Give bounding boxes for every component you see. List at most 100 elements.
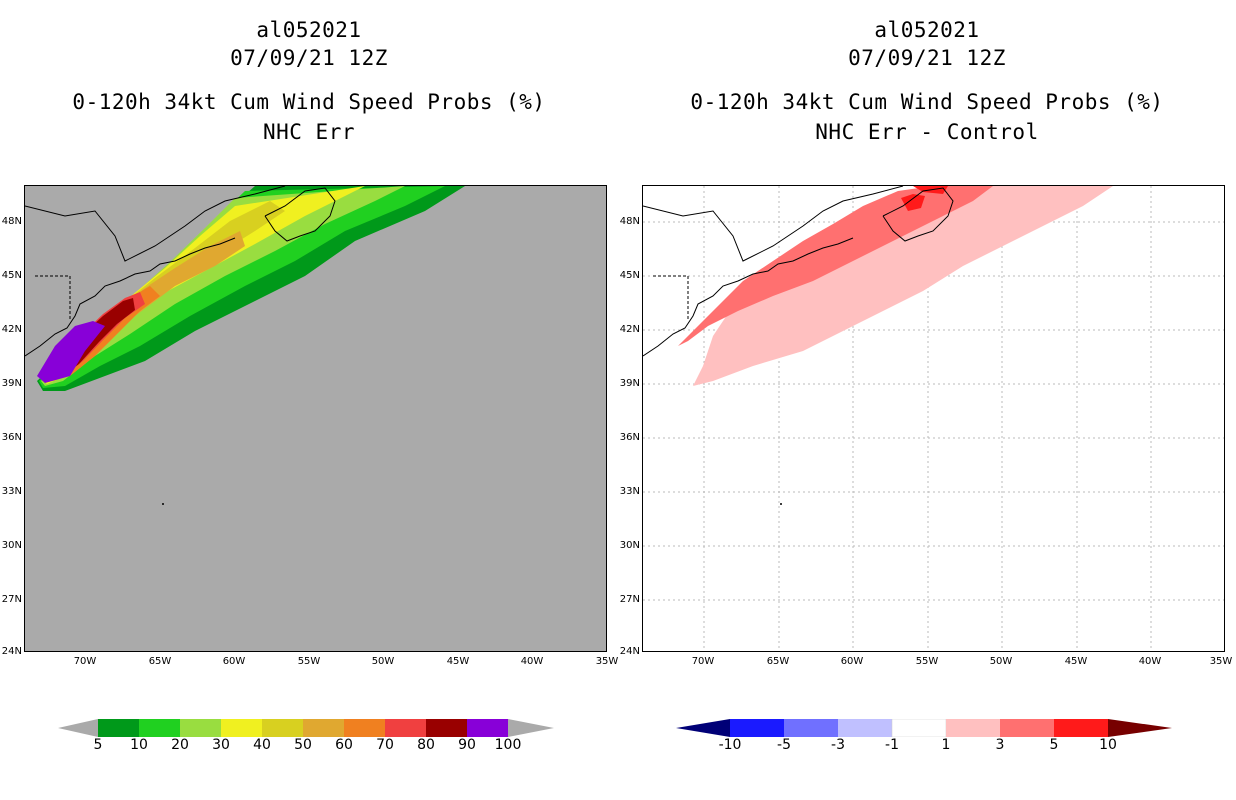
left-colorbar-swatch [385, 719, 426, 737]
right-colorbar-swatch [946, 719, 1000, 737]
left-lat-label: 36N [1, 432, 22, 443]
left-lat-label: 42N [1, 324, 22, 335]
right-colorbar-swatch [891, 719, 947, 737]
island-dot [780, 503, 782, 505]
right-lat-label: 30N [619, 540, 640, 551]
right-colorbar-label: -3 [831, 737, 845, 753]
left-lat-label: 39N [1, 378, 22, 389]
right-colorbar-swatch [838, 719, 892, 737]
right-lat-label: 39N [619, 378, 640, 389]
prob-band-100 [37, 321, 105, 383]
right-colorbar-label: 1 [941, 737, 951, 753]
right-colorbar [676, 719, 1172, 737]
right-product-title: 0-120h 34kt Cum Wind Speed Probs (%) [690, 90, 1164, 114]
left-colorbar-swatch [426, 719, 467, 737]
right-colorbar-label: -5 [777, 737, 791, 753]
right-colorbar-label: -10 [718, 737, 742, 753]
left-lat-label: 48N [1, 216, 22, 227]
right-lat-label: 36N [619, 432, 640, 443]
right-lon-label: 35W [1209, 656, 1233, 667]
coastline-north [643, 186, 904, 262]
right-lon-label: 60W [840, 656, 864, 667]
right-colorbar-label: -1 [885, 737, 899, 753]
diff-band-5-to-10 [901, 194, 925, 211]
left-lat-label: 30N [1, 540, 22, 551]
left-lon-label: 45W [446, 656, 470, 667]
right-lon-label: 50W [989, 656, 1013, 667]
left-map [24, 185, 607, 652]
left-colorbar [58, 719, 554, 737]
newfoundland-outline [264, 187, 336, 242]
left-storm-id: al052021 [256, 18, 362, 42]
right-colorbar-extend-low [676, 719, 730, 737]
left-lon-label: 50W [371, 656, 395, 667]
left-colorbar-label: 80 [417, 737, 435, 753]
coastline [25, 237, 236, 357]
left-date: 07/09/21 12Z [230, 46, 388, 70]
right-lat-label: 42N [619, 324, 640, 335]
left-colorbar-swatch [303, 719, 344, 737]
right-lon-label: 40W [1138, 656, 1162, 667]
diff-band-1-to-3 [693, 186, 1113, 386]
left-colorbar-label: 70 [376, 737, 394, 753]
coastline-north [25, 186, 286, 262]
right-subtitle: NHC Err - Control [815, 120, 1039, 144]
right-panel: al052021 07/09/21 12Z 0-120h 34kt Cum Wi… [618, 0, 1236, 800]
right-colorbar-swatch [1054, 719, 1108, 737]
left-colorbar-label: 30 [212, 737, 230, 753]
right-lon-label: 65W [766, 656, 790, 667]
left-colorbar-swatch [467, 719, 508, 737]
left-colorbar-swatch [139, 719, 180, 737]
right-lat-label: 45N [619, 270, 640, 281]
left-colorbar-swatch [221, 719, 262, 737]
left-colorbar-extend-low [58, 719, 98, 737]
left-colorbar-swatch [262, 719, 303, 737]
left-colorbar-label: 20 [171, 737, 189, 753]
diff-band-3-to-5 [678, 186, 993, 346]
left-product-title: 0-120h 34kt Cum Wind Speed Probs (%) [72, 90, 546, 114]
right-lat-label: 24N [619, 646, 640, 657]
left-colorbar-label: 10 [130, 737, 148, 753]
left-lon-label: 40W [520, 656, 544, 667]
left-lon-label: 55W [297, 656, 321, 667]
right-lat-label: 27N [619, 594, 640, 605]
left-colorbar-label: 5 [93, 737, 103, 753]
left-lat-label: 27N [1, 594, 22, 605]
right-colorbar-extend-high [1108, 719, 1172, 737]
coastline [643, 237, 854, 357]
state-border [653, 275, 689, 321]
right-map-grid [643, 186, 1224, 651]
right-lat-label: 48N [619, 216, 640, 227]
state-border [35, 275, 71, 321]
left-lon-label: 70W [73, 656, 97, 667]
left-lon-label: 60W [222, 656, 246, 667]
left-colorbar-swatch [180, 719, 221, 737]
right-lon-label: 55W [915, 656, 939, 667]
newfoundland-outline [882, 187, 954, 242]
right-colorbar-label: 10 [1099, 737, 1117, 753]
right-lon-label: 45W [1064, 656, 1088, 667]
right-date: 07/09/21 12Z [848, 46, 1006, 70]
left-subtitle: NHC Err [262, 120, 355, 144]
left-lon-label: 35W [595, 656, 619, 667]
right-colorbar-label: 3 [995, 737, 1005, 753]
left-colorbar-swatch [344, 719, 385, 737]
right-colorbar-swatch [1000, 719, 1054, 737]
left-colorbar-label: 40 [253, 737, 271, 753]
left-colorbar-swatch [98, 719, 139, 737]
right-map [642, 185, 1225, 652]
left-colorbar-label: 90 [458, 737, 476, 753]
right-map-canvas [643, 186, 1224, 651]
right-lon-label: 70W [691, 656, 715, 667]
prob-band-10 [39, 186, 445, 388]
left-colorbar-extend-high [508, 719, 554, 737]
right-lat-label: 33N [619, 486, 640, 497]
left-colorbar-label: 100 [494, 737, 522, 753]
left-lon-label: 65W [148, 656, 172, 667]
island-dot [162, 503, 164, 505]
right-colorbar-swatch [784, 719, 838, 737]
right-colorbar-label: 5 [1049, 737, 1059, 753]
left-lat-label: 24N [1, 646, 22, 657]
left-lat-label: 45N [1, 270, 22, 281]
left-colorbar-label: 50 [294, 737, 312, 753]
